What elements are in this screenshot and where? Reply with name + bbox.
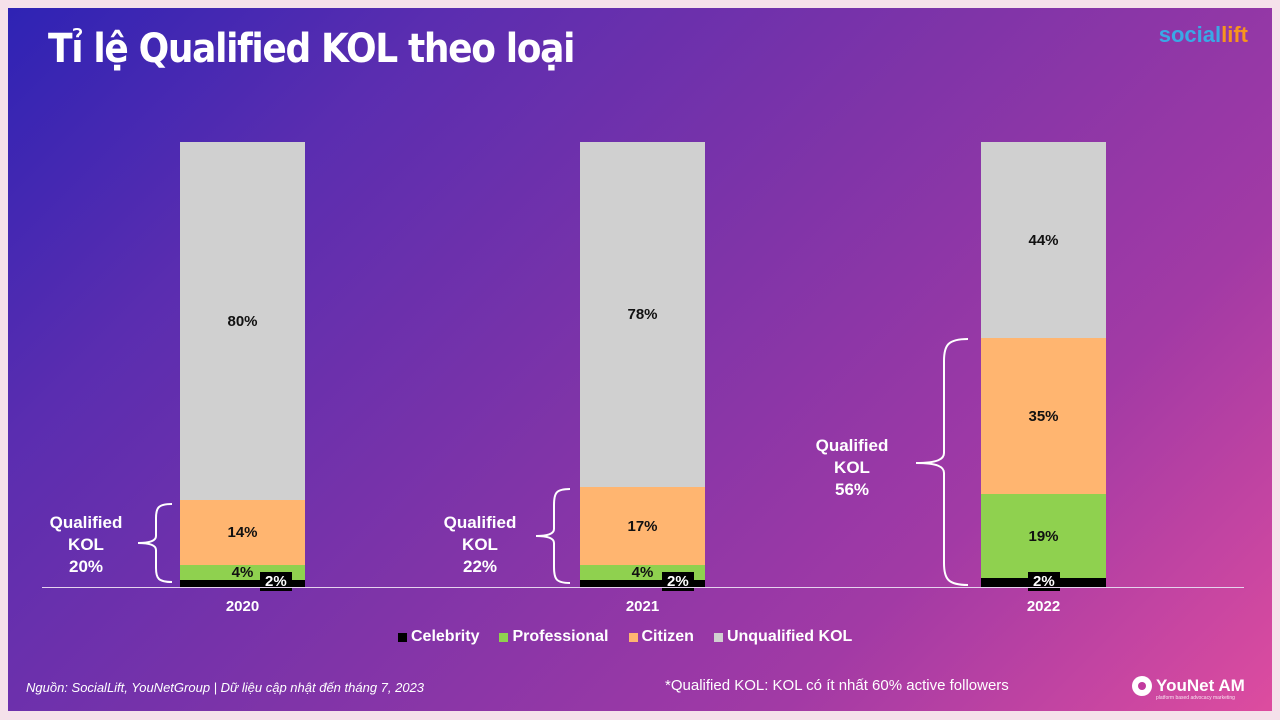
year-label-2020: 2020 — [225, 598, 260, 615]
legend-swatch-icon — [499, 632, 509, 642]
brace-icon-2021 — [535, 488, 571, 584]
celebrity-badge-2022: 2% — [1028, 572, 1060, 591]
segment-unqualified: 44% — [981, 142, 1106, 338]
bar-2022: 44% 35% 19% — [981, 142, 1106, 587]
legend-item-professional: Professional — [499, 628, 609, 646]
segment-unqualified: 78% — [580, 142, 705, 487]
celebrity-badge-2021: 2% — [662, 572, 694, 591]
younet-logo-icon — [1132, 676, 1152, 696]
slide: Tỉ lệ Qualified KOL theo loại sociallift… — [8, 8, 1272, 711]
legend-item-citizen: Citizen — [628, 628, 694, 646]
bar-2020: 80% 14% 4% — [180, 142, 305, 587]
celebrity-badge-2020: 2% — [260, 572, 292, 591]
segment-citizen: 35% — [981, 338, 1106, 494]
qualified-label-2022: Qualified KOL 56% — [815, 436, 889, 499]
legend-item-unqualified: Unqualified KOL — [713, 628, 852, 646]
year-label-2022: 2022 — [1026, 598, 1061, 615]
qualified-label-2020: Qualified KOL 20% — [49, 513, 123, 576]
page-title: Tỉ lệ Qualified KOL theo loại — [48, 26, 575, 72]
bar-2021: 78% 17% 4% — [580, 142, 705, 587]
legend-swatch-icon — [628, 632, 638, 642]
source-note: Nguồn: SocialLift, YouNetGroup | Dữ liệu… — [26, 680, 425, 695]
segment-citizen: 14% — [180, 500, 305, 565]
segment-professional: 19% — [981, 494, 1106, 578]
chart-legend: Celebrity Professional Citizen Unqualifi… — [398, 628, 852, 646]
sociallift-logo: sociallift — [1158, 22, 1248, 47]
segment-unqualified: 80% — [180, 142, 305, 500]
definition-note: *Qualified KOL: KOL có ít nhất 60% activ… — [665, 677, 1009, 694]
brace-icon-2022 — [915, 338, 969, 586]
segment-celebrity — [180, 580, 305, 587]
segment-celebrity — [580, 580, 705, 587]
legend-item-celebrity: Celebrity — [398, 628, 479, 646]
segment-citizen: 17% — [580, 487, 705, 565]
younet-logo: YouNet AM platform based advocacy market… — [1132, 676, 1245, 701]
x-axis-baseline — [42, 587, 1244, 588]
legend-swatch-icon — [713, 632, 723, 642]
qualified-label-2021: Qualified KOL 22% — [443, 513, 517, 576]
brace-icon-2020 — [137, 503, 173, 583]
year-label-2021: 2021 — [625, 598, 660, 615]
legend-swatch-icon — [398, 632, 407, 642]
